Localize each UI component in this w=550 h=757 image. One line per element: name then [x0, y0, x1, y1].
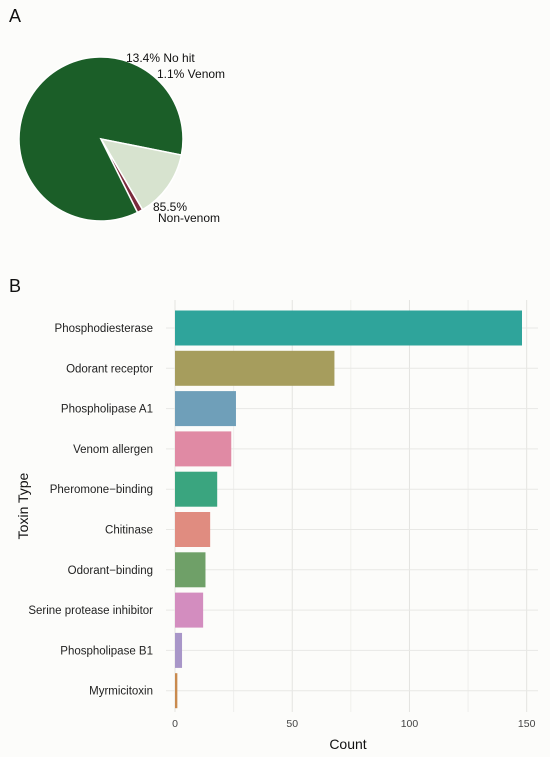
pie-label-no-hit: 13.4% No hit	[126, 51, 195, 65]
category-label-chitinase: Chitinase	[105, 525, 153, 537]
bar-odorant-binding	[175, 552, 206, 588]
pie-label-non-venom-name: Non-venom	[158, 211, 220, 225]
x-tick-label-50: 50	[286, 718, 298, 730]
panel-a-label: A	[9, 6, 22, 26]
pie-label-venom: 1.1% Venom	[157, 67, 225, 81]
pie-slice-no-hit	[99, 137, 183, 211]
category-label-myrmicitoxin: Myrmicitoxin	[89, 686, 153, 698]
bars	[175, 310, 522, 709]
y-axis-title: Toxin Type	[15, 472, 31, 539]
category-label-phosphodiesterase: Phosphodiesterase	[55, 323, 153, 335]
x-tick-labels: 0 50 100 150	[172, 718, 536, 730]
bar-phospholipase-b1	[175, 632, 183, 668]
bar-odorant-receptor	[175, 350, 335, 386]
category-label-odorant-binding: Odorant−binding	[68, 565, 153, 577]
pie-chart: 85.5%Non-venom 13.4% No hit 1.1% Venom	[18, 51, 225, 225]
bar-chart: Phosphodiesterase Odorant receptor Phospho…	[15, 300, 538, 752]
x-tick-label-150: 150	[518, 718, 536, 730]
bar-serine-protease-inhibitor	[175, 592, 204, 628]
category-label-phospholipase-a1: Phospholipase A1	[61, 404, 153, 416]
x-tick-label-100: 100	[401, 718, 419, 730]
category-label-phospholipase-b1: Phospholipase B1	[60, 645, 153, 657]
category-label-venom-allergen: Venom allergen	[73, 444, 153, 456]
x-tick-label-0: 0	[172, 718, 178, 730]
bar-venom-allergen	[175, 431, 232, 467]
category-label-odorant-receptor: Odorant receptor	[66, 363, 153, 375]
bar-phosphodiesterase	[175, 310, 522, 346]
category-label-pheromone-binding: Pheromone−binding	[50, 484, 153, 496]
panel-b-label: B	[9, 276, 22, 296]
category-label-serine-protease-inhibitor: Serine protease inhibitor	[28, 605, 153, 617]
category-labels: Phosphodiesterase Odorant receptor Phospho…	[28, 323, 153, 698]
pie-label-non-venom-pct: 85.5%	[153, 200, 187, 214]
bar-phospholipase-a1	[175, 391, 236, 427]
bar-chitinase	[175, 512, 211, 547]
bar-myrmicitoxin	[175, 673, 178, 709]
x-axis-title: Count	[329, 736, 366, 752]
pie-slice-venom	[100, 138, 144, 214]
bar-pheromone-binding	[175, 471, 218, 507]
